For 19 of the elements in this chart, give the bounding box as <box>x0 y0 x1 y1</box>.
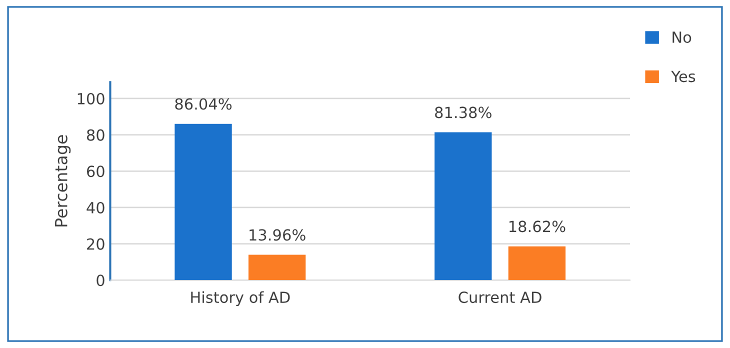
data-label: 13.96% <box>250 229 306 241</box>
bar <box>248 254 306 280</box>
data-label: 81.38% <box>435 106 492 118</box>
data-label: 86.04% <box>175 98 232 110</box>
y-axis-title: Percentage <box>55 135 71 226</box>
bar <box>508 246 566 280</box>
legend-label: Yes <box>671 70 696 82</box>
y-tick-label: 0 <box>96 274 104 286</box>
x-tick-label: History of AD <box>191 291 290 306</box>
bar <box>174 124 232 280</box>
y-tick-label: 60 <box>86 166 104 178</box>
data-label: 18.62% <box>510 220 566 232</box>
legend-label: No <box>672 32 692 43</box>
y-tick-label: 100 <box>78 92 104 104</box>
x-tick-label: Current AD <box>458 292 542 304</box>
bar <box>434 132 492 280</box>
y-tick-label: 40 <box>86 202 104 214</box>
y-tick-label: 20 <box>87 238 104 250</box>
y-tick-label: 80 <box>86 129 104 141</box>
